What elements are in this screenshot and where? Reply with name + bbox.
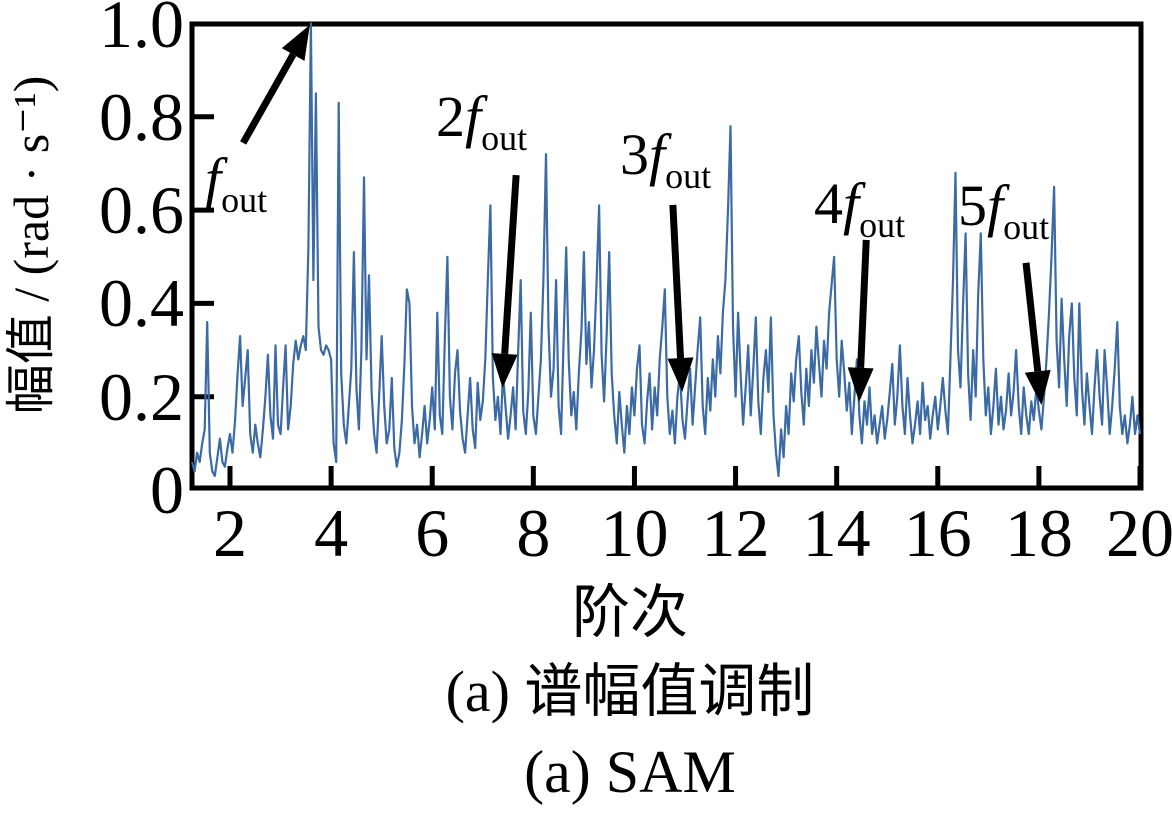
y-tick-label: 0.6: [99, 172, 184, 249]
annotation-arrow-line: [857, 239, 870, 369]
annotation-label-4f_out: 4fout: [814, 171, 906, 245]
x-tick-label: 16: [903, 495, 972, 571]
annotation-arrow-line: [501, 174, 520, 355]
x-tick-label: 2: [213, 495, 247, 571]
annotation-arrow-line: [240, 52, 297, 145]
axis-box: [189, 21, 1144, 491]
annotation-arrow-head: [281, 24, 310, 61]
spectrum-line: [191, 22, 1142, 478]
y-tick-label: 0: [150, 452, 184, 528]
x-tick-label: 8: [516, 495, 551, 571]
x-tick-label: 14: [802, 495, 871, 571]
y-tick-label: 0.4: [99, 265, 184, 342]
x-tick-label: 10: [600, 495, 669, 571]
x-tick-label: 18: [1004, 495, 1073, 571]
figure-caption-chinese: (a) 谱幅值调制: [445, 659, 815, 724]
figure-caption-english: (a) SAM: [524, 739, 736, 805]
annotation-arrow-line: [669, 204, 685, 359]
y-tick-label: 0.2: [99, 358, 184, 435]
annotation-label-3f_out: 3fout: [620, 122, 712, 196]
x-tick-label: 4: [314, 495, 349, 571]
annotation-arrow-head: [667, 357, 694, 393]
y-tick-label: 0.8: [99, 78, 184, 155]
annotation-label-f_out: fout: [205, 146, 268, 220]
x-tick-label: 12: [701, 495, 770, 571]
annotation-label-2f_out: 2fout: [436, 84, 528, 158]
annotation-arrow-head: [1024, 369, 1051, 406]
annotation-arrow-head: [847, 367, 874, 402]
annotation-arrow-head: [491, 353, 518, 388]
y-tick-label: 1.0: [99, 0, 184, 62]
x-tick-label: 6: [415, 495, 450, 571]
annotation-arrow-line: [1022, 262, 1042, 372]
x-axis-title: 阶次: [571, 580, 688, 645]
annotation-label-5f_out: 5fout: [958, 173, 1050, 247]
x-tick-label: 20: [1106, 495, 1172, 571]
